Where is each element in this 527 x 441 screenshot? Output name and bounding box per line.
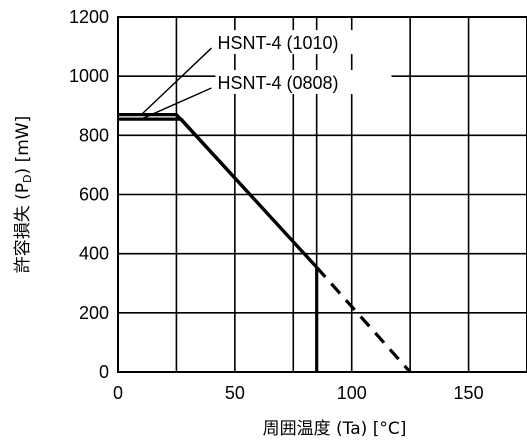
y-tick-label: 0	[99, 362, 109, 382]
annotation-label-backing	[215, 70, 392, 94]
y-axis-title-subscript: D	[21, 174, 34, 182]
series-line-1	[118, 117, 318, 269]
y-tick-label: 1000	[69, 66, 109, 86]
annotation-label-0: HSNT-4 (1010)	[217, 33, 338, 53]
x-axis-title: 周囲温度 (Ta) [°C]	[263, 419, 407, 439]
y-tick-label: 800	[79, 125, 109, 145]
annotation-leader-line	[140, 47, 212, 116]
y-tick-label: 1200	[69, 7, 109, 27]
annotation-label-backing	[215, 30, 392, 55]
x-tick-label: 0	[113, 383, 123, 403]
y-tick-label: 600	[79, 185, 109, 205]
tick-layer: 0 200 400 600 800 1000 1200 0 50 100 150	[69, 7, 484, 403]
x-tick-label: 150	[454, 383, 484, 403]
x-tick-label: 50	[225, 383, 245, 403]
y-tick-label: 400	[79, 244, 109, 264]
plot-frame	[117, 16, 527, 373]
y-axis-title: 許容損失 (PD) [mW]	[13, 116, 34, 273]
y-tick-label: 200	[79, 303, 109, 323]
annotation-leader-line	[141, 87, 212, 120]
annotation-label-1: HSNT-4 (0808)	[217, 73, 338, 93]
x-tick-label: 100	[337, 383, 367, 403]
y-axis-title-tail: ) [mW]	[13, 116, 33, 175]
series-layer	[118, 112, 412, 374]
series-line-0	[118, 112, 318, 269]
series-dashed-extension	[315, 266, 412, 374]
y-axis-title-main: 許容損失 (P	[13, 183, 33, 273]
annotation-layer: HSNT-4 (1010) HSNT-4 (0808)	[140, 30, 392, 120]
